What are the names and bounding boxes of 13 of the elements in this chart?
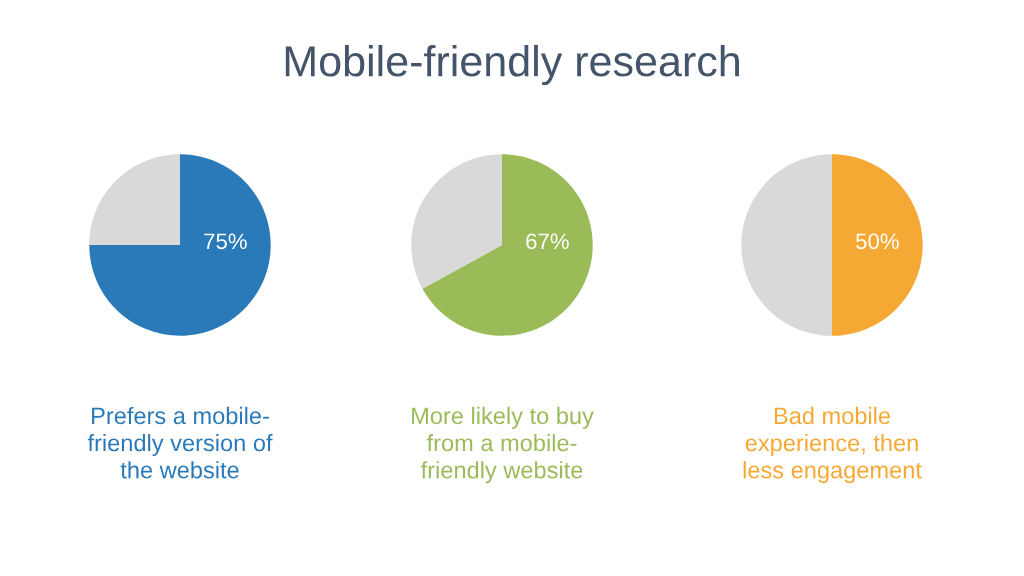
text: More likely to buy from a mobile- friendly website (412, 406, 594, 484)
data-label: 50% (856, 233, 899, 250)
pie-slice (89, 154, 180, 245)
pie-slice (832, 154, 923, 336)
chart-title: Mobile-friendly research (285, 44, 739, 86)
pie-slice (422, 154, 593, 336)
text: Prefers a mobile- friendly version of the website (87, 406, 273, 479)
pie-slice (89, 154, 271, 336)
data-label: 75% (204, 233, 247, 250)
data-label: 67% (526, 233, 569, 250)
pie-slice (411, 154, 502, 289)
pie-slice (741, 154, 832, 336)
text: Bad mobile experience, then less engagement (743, 406, 922, 484)
